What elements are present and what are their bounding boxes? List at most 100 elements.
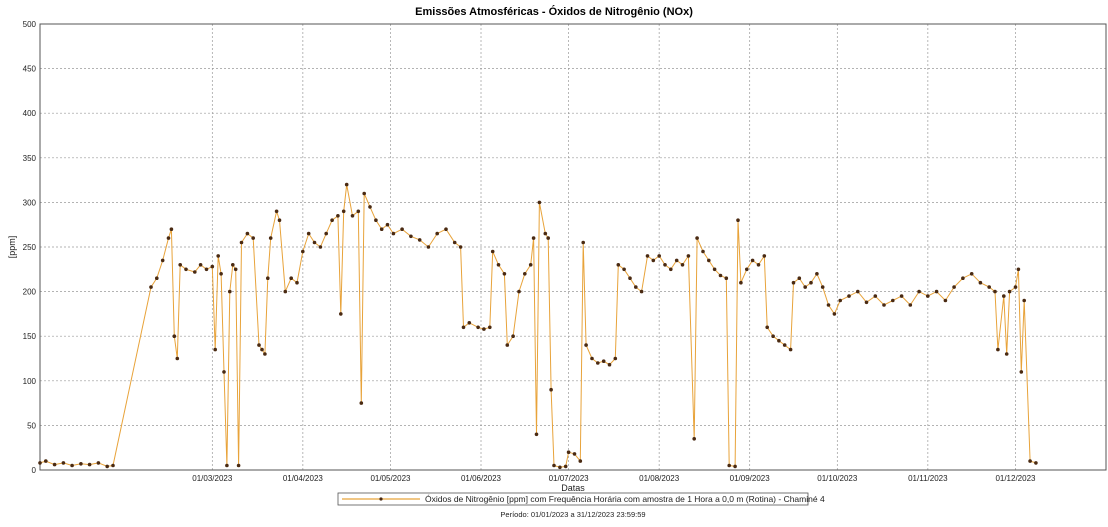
data-point: [601, 359, 606, 364]
data-point: [374, 218, 378, 222]
data-point: [155, 276, 159, 281]
data-point: [771, 334, 775, 339]
data-point: [228, 289, 232, 294]
data-point: [356, 209, 361, 214]
data-point: [426, 245, 431, 249]
data-point: [680, 263, 685, 267]
x-tick-label: 01/04/2023: [283, 474, 324, 483]
data-point: [531, 236, 536, 240]
data-point: [686, 254, 691, 258]
data-point: [79, 462, 83, 466]
data-point: [225, 463, 229, 468]
data-point: [908, 303, 913, 307]
data-point: [268, 236, 273, 240]
data-point: [826, 303, 831, 307]
x-tick-label: 01/10/2023: [817, 474, 858, 483]
data-point: [505, 343, 510, 347]
data-point: [663, 263, 667, 267]
x-axis-label: Datas: [561, 483, 585, 493]
data-point: [435, 231, 440, 236]
data-point: [359, 401, 364, 405]
data-point: [815, 272, 819, 276]
data-point: [745, 267, 749, 272]
data-point: [400, 227, 404, 231]
data-point: [616, 263, 621, 267]
data-point: [882, 303, 886, 307]
data-point: [695, 236, 699, 240]
data-point: [724, 276, 729, 281]
data-point: [777, 338, 781, 343]
data-point: [622, 267, 626, 272]
series-line: [39, 184, 1037, 468]
data-point: [832, 312, 837, 316]
data-point: [534, 432, 539, 437]
data-point: [1022, 298, 1026, 303]
data-point: [368, 205, 372, 209]
data-point: [461, 325, 466, 330]
data-point: [105, 464, 109, 469]
data-point: [222, 370, 226, 374]
data-point: [613, 356, 618, 361]
data-point: [44, 459, 48, 463]
data-point: [341, 209, 346, 214]
data-point: [1028, 459, 1032, 463]
data-point: [765, 325, 769, 330]
y-tick-label: 400: [23, 109, 37, 118]
data-point: [750, 258, 755, 263]
data-point: [362, 191, 367, 196]
data-point: [511, 334, 515, 339]
data-point: [943, 298, 948, 303]
data-point: [409, 234, 413, 239]
period-text: Período: 01/01/2023 a 31/12/2023 23:59:5…: [500, 510, 645, 519]
legend-box: Óxidos de Nitrogênio [ppm] com Frequênci…: [337, 492, 825, 506]
data-point: [639, 289, 644, 294]
data-point: [96, 461, 101, 465]
data-point: [791, 280, 796, 285]
data-point: [607, 362, 612, 367]
data-point: [707, 258, 711, 263]
data-point: [257, 343, 261, 347]
data-point: [736, 218, 740, 222]
data-point: [339, 312, 343, 316]
y-tick-label: 300: [23, 198, 37, 207]
data-point: [184, 267, 188, 272]
y-tick-label: 500: [23, 20, 37, 29]
y-axis-ticks: 0 50 100 150 200 250 300 350 400 450 500: [23, 20, 37, 475]
data-point: [169, 227, 174, 231]
data-point: [581, 240, 585, 245]
data-point: [160, 258, 165, 263]
data-point: [864, 300, 869, 305]
data-point: [277, 218, 282, 222]
data-point: [517, 289, 521, 294]
data-point: [899, 294, 904, 298]
data-point: [295, 280, 299, 285]
data-point: [306, 231, 311, 236]
data-point: [52, 462, 57, 467]
data-point: [782, 343, 787, 347]
data-point: [175, 356, 180, 361]
data-point: [502, 272, 507, 276]
data-point: [674, 258, 679, 263]
data-point: [934, 289, 939, 294]
data-point: [549, 387, 553, 392]
data-point: [718, 273, 723, 278]
data-point: [263, 352, 267, 356]
y-axis-label: [ppm]: [7, 236, 17, 259]
data-point: [739, 280, 743, 285]
data-point: [488, 325, 492, 330]
data-point: [727, 463, 731, 468]
data-point: [578, 459, 583, 463]
data-point: [283, 289, 288, 294]
y-tick-label: 150: [23, 332, 37, 341]
x-tick-label: 01/05/2023: [370, 474, 411, 483]
data-point: [482, 327, 486, 331]
data-point: [38, 461, 42, 465]
data-point: [558, 465, 562, 470]
data-point: [444, 227, 448, 231]
data-point: [490, 249, 495, 254]
data-point: [1034, 461, 1038, 465]
data-point: [330, 218, 334, 222]
x-tick-label: 01/03/2023: [192, 474, 233, 483]
